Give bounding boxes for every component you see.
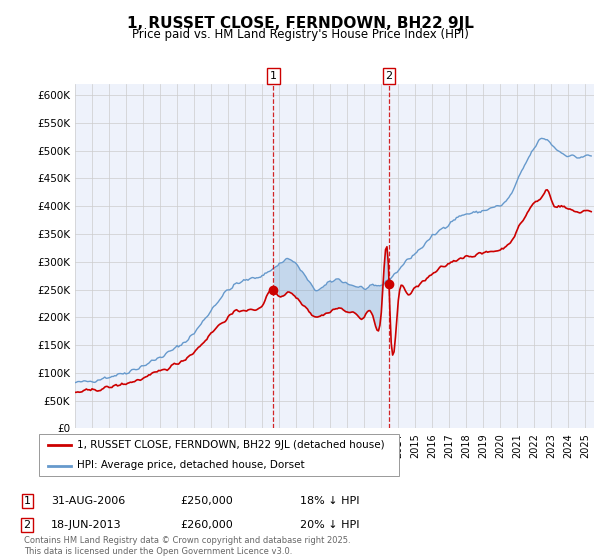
Text: 1, RUSSET CLOSE, FERNDOWN, BH22 9JL: 1, RUSSET CLOSE, FERNDOWN, BH22 9JL [127,16,473,31]
Text: £260,000: £260,000 [180,520,233,530]
Text: 20% ↓ HPI: 20% ↓ HPI [300,520,359,530]
Text: 2: 2 [386,71,392,81]
Text: 18% ↓ HPI: 18% ↓ HPI [300,496,359,506]
Text: 1: 1 [23,496,31,506]
Text: 1, RUSSET CLOSE, FERNDOWN, BH22 9JL (detached house): 1, RUSSET CLOSE, FERNDOWN, BH22 9JL (det… [77,440,385,450]
Text: Contains HM Land Registry data © Crown copyright and database right 2025.
This d: Contains HM Land Registry data © Crown c… [24,536,350,556]
Text: Price paid vs. HM Land Registry's House Price Index (HPI): Price paid vs. HM Land Registry's House … [131,28,469,41]
Text: HPI: Average price, detached house, Dorset: HPI: Average price, detached house, Dors… [77,460,304,470]
Text: 18-JUN-2013: 18-JUN-2013 [51,520,122,530]
Text: 31-AUG-2006: 31-AUG-2006 [51,496,125,506]
FancyBboxPatch shape [39,434,399,476]
Text: £250,000: £250,000 [180,496,233,506]
Text: 1: 1 [270,71,277,81]
Text: 2: 2 [23,520,31,530]
